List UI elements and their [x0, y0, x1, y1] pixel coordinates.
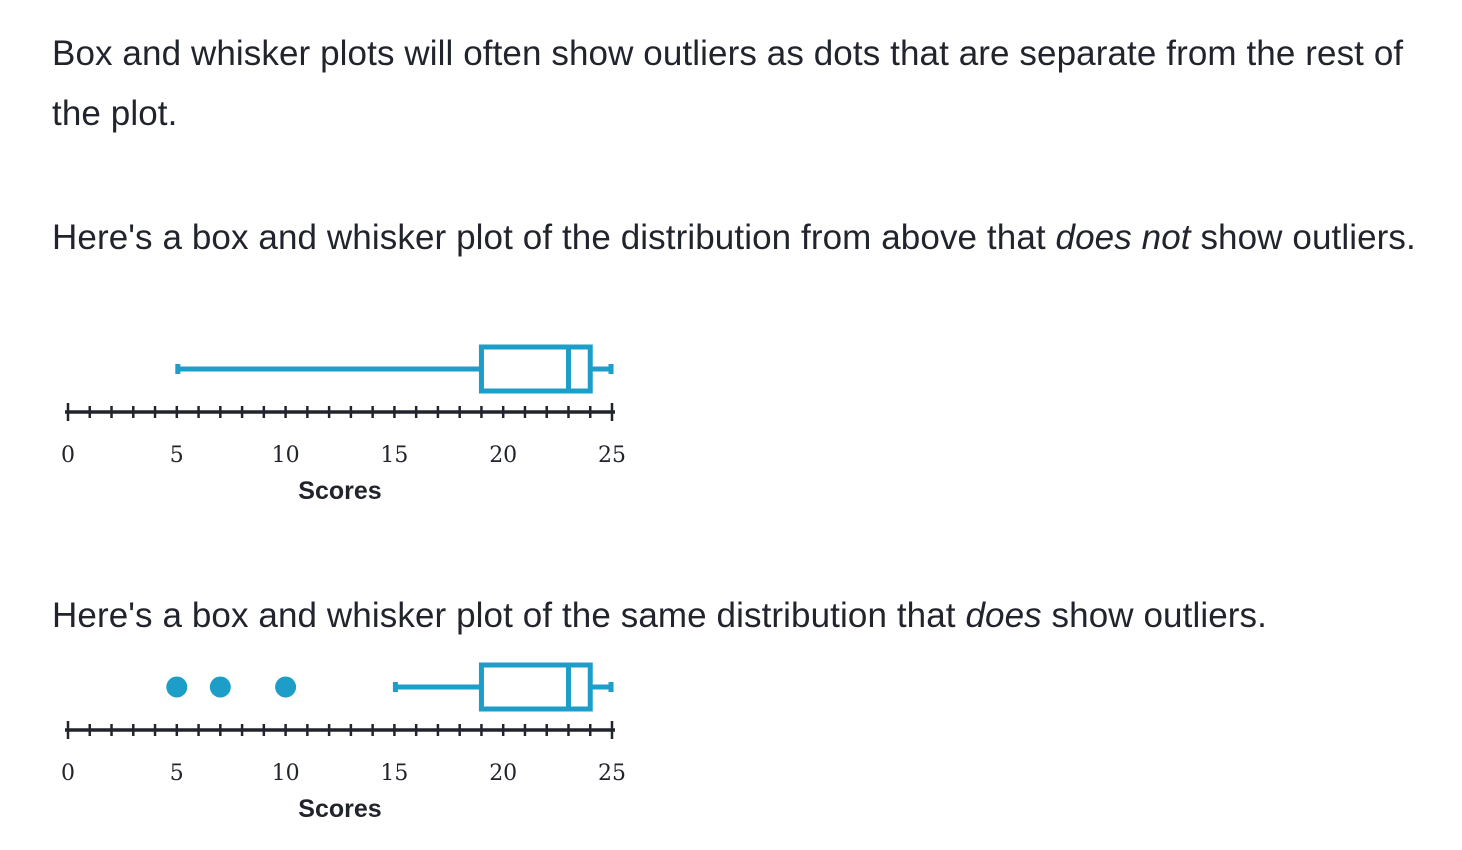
- no-outliers-text-start: Here's a box and whisker plot of the dis…: [52, 218, 1056, 257]
- interquartile-box: [478, 344, 593, 394]
- box-plot-with-outliers: 0 5 10 15 20 25 Scores: [61, 662, 626, 823]
- with-outliers-text-start: Here's a box and whisker plot of the sam…: [52, 596, 966, 635]
- outlier-point: [209, 676, 231, 698]
- with-outliers-paragraph: Here's a box and whisker plot of the sam…: [52, 586, 1432, 646]
- outlier-point: [275, 676, 297, 698]
- no-outliers-text-end: show outliers.: [1190, 218, 1416, 257]
- outlier-point: [166, 676, 188, 698]
- tick-label: 20: [489, 761, 517, 786]
- tick-label: 20: [489, 443, 517, 468]
- no-outliers-emphasis: does not: [1055, 218, 1191, 257]
- box-plot-without-outliers: 0 5 10 15 20 25 Scores: [61, 344, 626, 505]
- intro-paragraph: Box and whisker plots will often show ou…: [52, 24, 1432, 144]
- tick-label: 10: [272, 761, 300, 786]
- no-outliers-paragraph: Here's a box and whisker plot of the dis…: [52, 208, 1432, 268]
- tick-label: 0: [61, 443, 75, 468]
- tick-label: 5: [170, 443, 184, 468]
- intro-text: Box and whisker plots will often show ou…: [52, 34, 1404, 133]
- x-axis-title: Scores: [298, 795, 381, 823]
- tick-label: 15: [380, 761, 408, 786]
- tick-label: 25: [598, 443, 626, 468]
- with-outliers-emphasis: does: [965, 596, 1042, 635]
- interquartile-box: [478, 662, 593, 712]
- x-axis-title: Scores: [298, 477, 381, 505]
- tick-label: 25: [598, 761, 626, 786]
- tick-label: 10: [272, 443, 300, 468]
- tick-label: 0: [61, 761, 75, 786]
- tick-label: 15: [380, 443, 408, 468]
- with-outliers-text-end: show outliers.: [1041, 596, 1267, 635]
- tick-label: 5: [170, 761, 184, 786]
